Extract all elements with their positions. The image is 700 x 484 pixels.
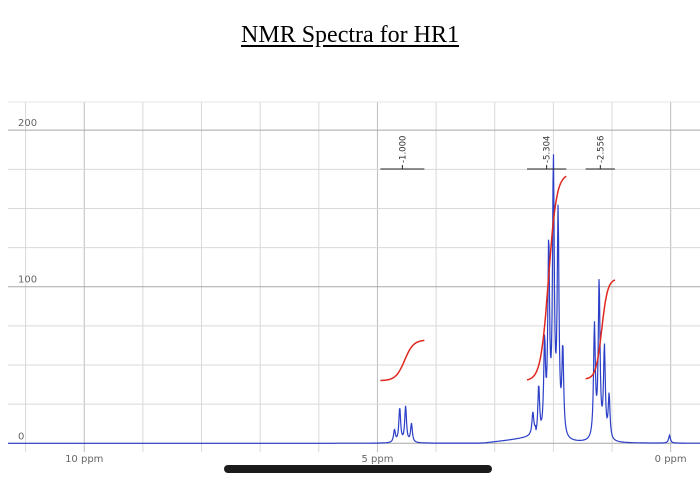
integral-curve [585, 279, 616, 380]
spectrum-layer [8, 154, 700, 444]
x-tick-labels: 10 ppm 5 ppm 0 ppm [65, 454, 687, 465]
y-tick-label: 0 [18, 431, 24, 442]
integral-value-label: -5.304 [543, 136, 553, 163]
y-tick-labels: 200 100 0 [18, 118, 37, 442]
x-tick-label: 0 ppm [655, 454, 687, 465]
integral-layer: -1.000 -5.304 -2.556 [380, 136, 616, 382]
integral-curve [526, 175, 567, 381]
x-tick-label: 5 ppm [361, 454, 393, 465]
integral-curve [380, 339, 425, 382]
page-title: NMR Spectra for HR1 [241, 22, 459, 48]
y-tick-label: 100 [18, 275, 37, 286]
integral-value-label: -2.556 [596, 136, 606, 163]
horizontal-scroll-indicator[interactable] [224, 465, 492, 473]
y-tick-label: 200 [18, 118, 37, 129]
x-tick-label: 10 ppm [65, 454, 103, 465]
spectrum-line [8, 154, 700, 444]
integral-value-label: -1.000 [398, 136, 408, 163]
